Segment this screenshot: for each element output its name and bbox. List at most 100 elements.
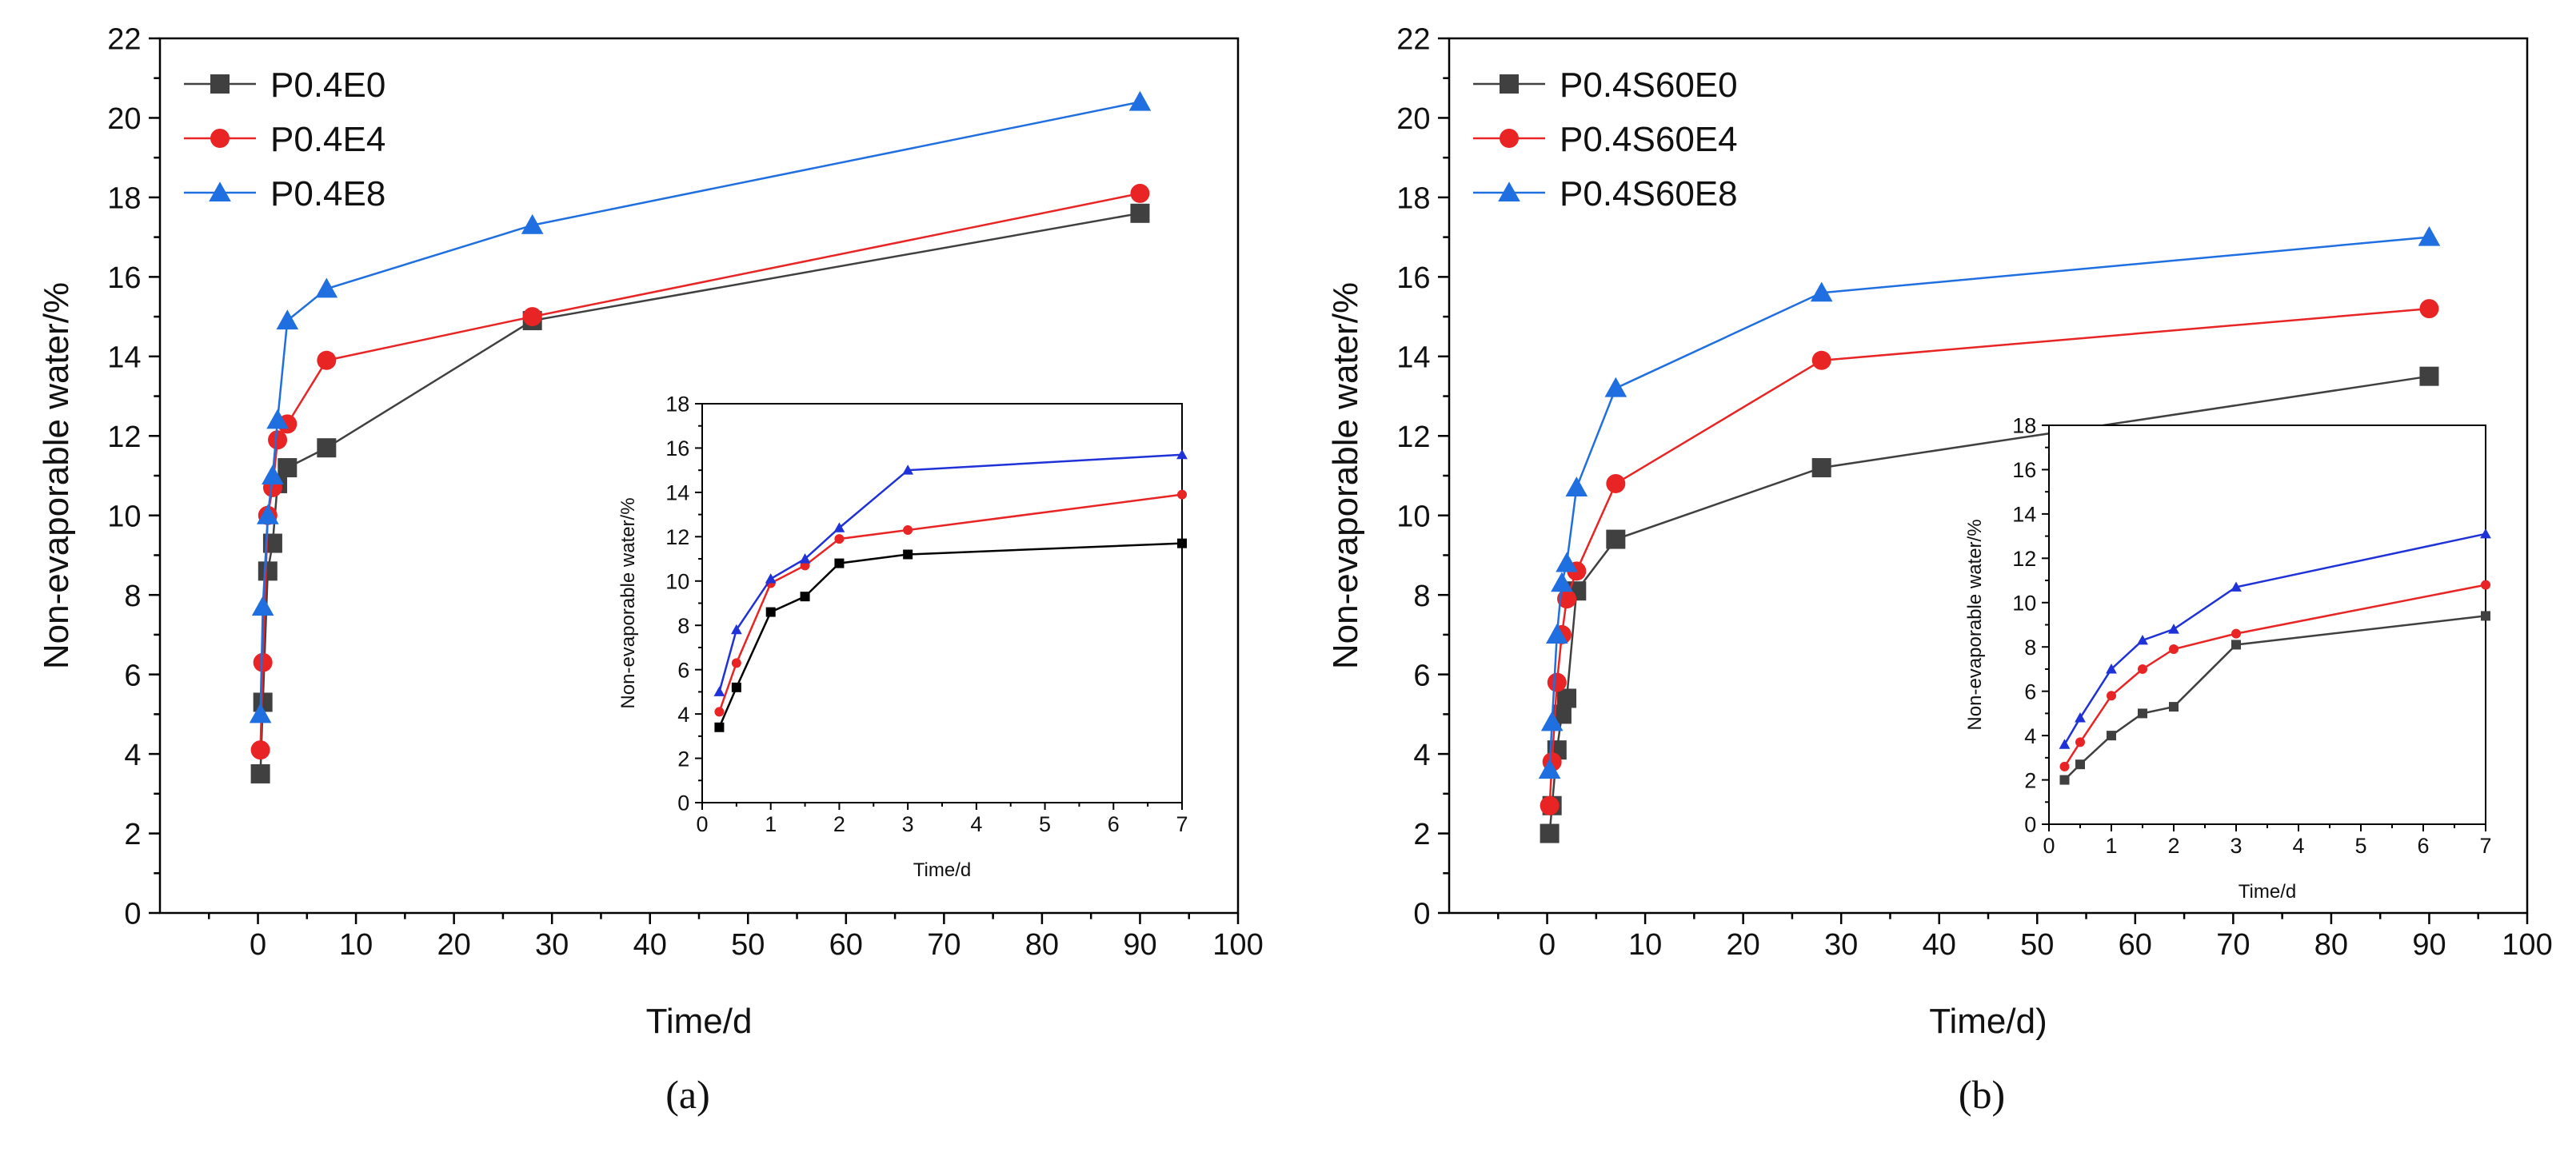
y-tick-label: 6 — [2024, 680, 2036, 704]
data-point — [833, 522, 845, 532]
x-tick-label: 80 — [1025, 928, 1059, 962]
x-tick-label: 0 — [696, 812, 708, 836]
x-tick-label: 80 — [2314, 928, 2348, 962]
y-tick-label: 14 — [1396, 341, 1430, 374]
x-tick-label: 90 — [1123, 928, 1156, 962]
panel-a: 0 10 20 30 40 50 60 70 80 90 100024681012141618202… — [37, 23, 1264, 1117]
data-point — [714, 707, 725, 717]
y-tick-label: 18 — [665, 393, 689, 417]
series-1 — [714, 538, 1187, 732]
y-tick-label: 6 — [124, 659, 141, 692]
data-point — [2138, 664, 2147, 674]
x-axis-label: Time/d — [646, 1002, 753, 1041]
legend-marker — [1500, 129, 1519, 148]
data-point — [2418, 225, 2441, 246]
legend-label: P0.4E8 — [270, 174, 385, 213]
x-tick-label: 0 — [2043, 834, 2055, 858]
data-point — [714, 722, 725, 732]
x-tick-label: 2 — [833, 812, 845, 836]
data-point — [834, 558, 845, 568]
data-point — [258, 561, 278, 581]
data-point — [765, 573, 777, 584]
data-point — [257, 504, 279, 524]
series-3 — [2059, 528, 2491, 749]
y-tick-label: 6 — [677, 658, 689, 682]
series-1 — [2059, 611, 2490, 785]
x-axis-label: Time/d — [913, 859, 971, 881]
x-tick-label: 1 — [2105, 834, 2117, 858]
y-tick-label: 10 — [665, 569, 689, 593]
x-tick-label: 30 — [535, 928, 569, 962]
data-point — [765, 607, 776, 617]
legend-label: P0.4E4 — [270, 120, 385, 159]
y-tick-label: 16 — [1396, 261, 1430, 295]
data-point — [315, 277, 338, 298]
data-point — [1557, 688, 1577, 708]
data-point — [251, 596, 274, 616]
series-2 — [2059, 580, 2490, 771]
x-tick-label: 100 — [2502, 928, 2552, 962]
y-tick-label: 18 — [1396, 182, 1430, 216]
y-tick-label: 18 — [107, 182, 141, 216]
axes-frame — [701, 403, 1183, 803]
x-tick-label: 10 — [1628, 928, 1662, 962]
data-point — [1176, 448, 1188, 460]
x-tick-label: 40 — [1923, 928, 1956, 962]
y-tick-label: 14 — [2012, 503, 2036, 527]
data-point — [1810, 281, 1833, 302]
panel-caption: (b) — [1959, 1072, 2005, 1117]
y-axis-label: Non-evaporable water/% — [37, 282, 76, 669]
data-point — [2419, 299, 2439, 319]
x-tick-label: 3 — [2230, 834, 2242, 858]
y-tick-label: 2 — [2024, 768, 2036, 792]
y-tick-label: 0 — [2024, 813, 2036, 837]
series-3 — [1538, 225, 2441, 779]
x-tick-label: 4 — [970, 812, 982, 836]
data-point — [903, 549, 913, 560]
legend-marker — [1500, 74, 1519, 94]
data-point — [834, 534, 845, 544]
data-point — [1128, 90, 1152, 111]
data-point — [250, 740, 270, 760]
data-point — [1811, 458, 1831, 478]
data-point — [1177, 489, 1187, 500]
data-point — [1606, 529, 1626, 549]
y-tick-label: 20 — [107, 102, 141, 136]
data-point — [278, 458, 298, 478]
data-point — [1546, 624, 1568, 644]
x-tick-label: 0 — [1539, 928, 1556, 962]
legend-marker — [210, 74, 230, 94]
y-tick-label: 0 — [677, 791, 689, 815]
data-point — [2419, 366, 2439, 386]
data-point — [1177, 538, 1187, 548]
legend-marker — [210, 129, 230, 148]
y-tick-label: 2 — [1413, 818, 1430, 851]
data-point — [2075, 759, 2085, 770]
data-point — [1540, 795, 1560, 815]
x-axis-label: Time/d — [2239, 881, 2296, 903]
data-point — [317, 350, 337, 370]
y-tick-label: 0 — [124, 898, 141, 931]
y-tick-label: 10 — [2012, 591, 2036, 615]
data-point — [1540, 711, 1564, 731]
y-tick-label: 18 — [2012, 414, 2036, 438]
data-point — [317, 438, 337, 458]
y-axis-label: Non-evaporable water/% — [617, 497, 639, 708]
x-tick-label: 4 — [2292, 834, 2304, 858]
data-point — [2059, 739, 2071, 749]
x-tick-label: 20 — [437, 928, 470, 962]
x-tick-label: 10 — [339, 928, 373, 962]
y-tick-label: 2 — [677, 747, 689, 771]
data-point — [903, 525, 913, 536]
x-tick-label: 6 — [1108, 812, 1120, 836]
y-axis-label: Non-evaporable water/% — [1964, 519, 1986, 730]
x-tick-label: 2 — [2167, 834, 2179, 858]
data-point — [276, 309, 299, 330]
data-point — [2059, 775, 2070, 785]
x-tick-label: 3 — [902, 812, 914, 836]
data-point — [253, 652, 273, 672]
x-tick-label: 5 — [1039, 812, 1051, 836]
y-tick-label: 8 — [124, 580, 141, 613]
x-tick-label: 90 — [2412, 928, 2446, 962]
